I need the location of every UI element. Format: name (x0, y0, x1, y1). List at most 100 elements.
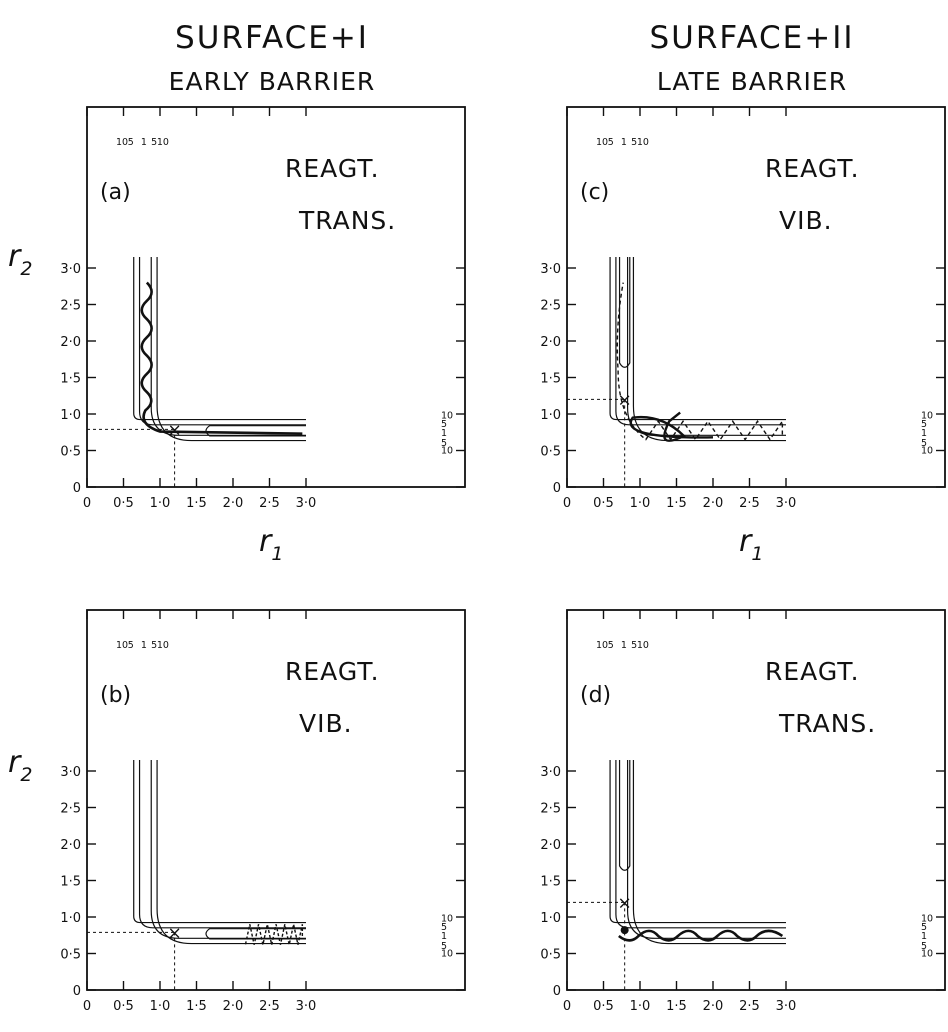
x-axis-label-subscript: 1 (271, 543, 283, 565)
contour-level-label-top: 10 (116, 640, 128, 651)
y-tick-label: 1·5 (60, 372, 81, 387)
contour-line (615, 760, 786, 929)
y-axis-label-text: r (8, 745, 22, 780)
y-tick-label: 1·5 (540, 875, 561, 890)
y-axis-label-top-row: r2 (8, 239, 32, 280)
contour-level-label-right: 10 (441, 410, 453, 421)
y-tick-label: 2·5 (60, 299, 81, 314)
panel-a: 000·50·51·01·01·51·52·02·02·52·53·03·0r1… (60, 106, 466, 565)
contour-level-label-right: 10 (921, 913, 933, 924)
contour-line (133, 760, 306, 924)
regime-label-line1: REAGT. (285, 657, 380, 686)
trajectory-dashed (616, 282, 784, 441)
contour-level-label-top: 10 (116, 137, 128, 148)
plot-frame (86, 609, 466, 991)
contour-line (156, 760, 306, 945)
x-tick-label: 2·5 (259, 999, 280, 1014)
contour-line (615, 257, 786, 426)
y-tick-label: 0 (73, 984, 81, 999)
y-axis-label-subscript: 2 (20, 258, 32, 280)
contour-line (150, 257, 306, 436)
y-axis-label-text: r (8, 239, 22, 274)
panel-c: 000·50·51·01·01·51·52·02·02·52·53·03·0r1… (540, 106, 946, 565)
contour-inner-loop (205, 425, 306, 437)
x-tick-label: 2·0 (703, 496, 724, 511)
x-tick-label: 0·5 (113, 999, 134, 1014)
contour-level-label-top: 5 (151, 137, 157, 148)
x-axis-label-text: r (259, 524, 273, 559)
contour-level-label-top: 5 (128, 640, 134, 651)
x-tick-label: 1·0 (630, 999, 651, 1014)
contour-level-label-top: 5 (608, 640, 614, 651)
column-subtitle-late-barrier: LATE BARRIER (657, 67, 847, 96)
saddle-point-marker: × (618, 390, 632, 410)
x-axis-label-text: r (739, 1027, 753, 1032)
trajectory-solid (618, 929, 784, 942)
y-tick-label: 2·0 (60, 335, 81, 350)
y-tick-label: 0 (553, 481, 561, 496)
y-tick-label: 2·5 (60, 802, 81, 817)
x-tick-label: 1·0 (150, 999, 171, 1014)
contour-level-label-top: 5 (631, 640, 637, 651)
x-tick-label: 2·5 (259, 496, 280, 511)
contour-level-label-top: 5 (608, 137, 614, 148)
panel-label: (d) (580, 683, 611, 708)
contour-level-label-right: 5 (921, 438, 927, 449)
x-tick-label: 3·0 (776, 496, 797, 511)
panel-d: 000·50·51·01·01·51·52·02·02·52·53·03·0r1… (540, 609, 946, 1032)
x-tick-label: 2·5 (739, 496, 760, 511)
panel-label: (a) (100, 180, 131, 205)
contour-level-label-right: 10 (921, 446, 933, 457)
y-tick-label: 1·0 (60, 408, 81, 423)
contour-level-label-top: 1 (621, 137, 627, 148)
contour-level-label-top: 1 (141, 640, 147, 651)
regime-label-line2: TRANS. (298, 206, 396, 235)
saddle-point-marker: × (167, 923, 181, 943)
x-axis-label: r1 (259, 1027, 283, 1032)
y-tick-label: 3·0 (540, 262, 561, 277)
contour-line (138, 257, 306, 426)
x-tick-label: 0·5 (593, 496, 614, 511)
x-tick-label: 0 (83, 496, 91, 511)
x-tick-label: 2·5 (739, 999, 760, 1014)
contour-inner-loop (618, 760, 631, 871)
y-axis-label-bottom-row: r2 (8, 745, 32, 786)
x-tick-label: 1·0 (630, 496, 651, 511)
y-tick-label: 1·0 (60, 911, 81, 926)
x-tick-label: 1·5 (186, 999, 207, 1014)
contour-inner-loop (205, 928, 306, 940)
x-axis-label-text: r (259, 1027, 273, 1032)
x-tick-label: 1·5 (186, 496, 207, 511)
x-axis-label: r1 (739, 1027, 763, 1032)
y-tick-label: 3·0 (540, 765, 561, 780)
y-tick-label: 0 (73, 481, 81, 496)
x-axis-label-subscript: 1 (751, 543, 763, 565)
contour-level-label-right: 10 (441, 913, 453, 924)
x-tick-label: 3·0 (776, 999, 797, 1014)
contour-level-label-top: 10 (157, 137, 169, 148)
y-tick-label: 1·5 (540, 372, 561, 387)
y-tick-label: 0·5 (540, 445, 561, 460)
contour-line (156, 257, 306, 442)
x-tick-label: 0·5 (593, 999, 614, 1014)
x-tick-label: 1·0 (150, 496, 171, 511)
contour-level-label-right: 5 (921, 419, 927, 430)
contour-level-label-top: 10 (596, 640, 608, 651)
column-subtitle-early-barrier: EARLY BARRIER (169, 67, 376, 96)
column-title-surface-1: SURFACE+I (175, 20, 369, 56)
contour-level-label-right: 5 (921, 922, 927, 933)
contour-line (150, 760, 306, 939)
contour-line (609, 760, 786, 924)
contour-line (138, 760, 306, 929)
contour-level-label-right: 5 (921, 941, 927, 952)
x-tick-label: 2·0 (703, 999, 724, 1014)
x-tick-label: 0 (563, 999, 571, 1014)
x-axis-label-text: r (739, 524, 753, 559)
x-tick-label: 1·5 (666, 999, 687, 1014)
contour-level-label-right: 5 (441, 419, 447, 430)
saddle-point-marker: × (167, 420, 181, 440)
contour-level-label-right: 1 (441, 931, 447, 942)
contour-line (626, 257, 786, 436)
y-tick-label: 2·0 (540, 838, 561, 853)
y-tick-label: 1·5 (60, 875, 81, 890)
